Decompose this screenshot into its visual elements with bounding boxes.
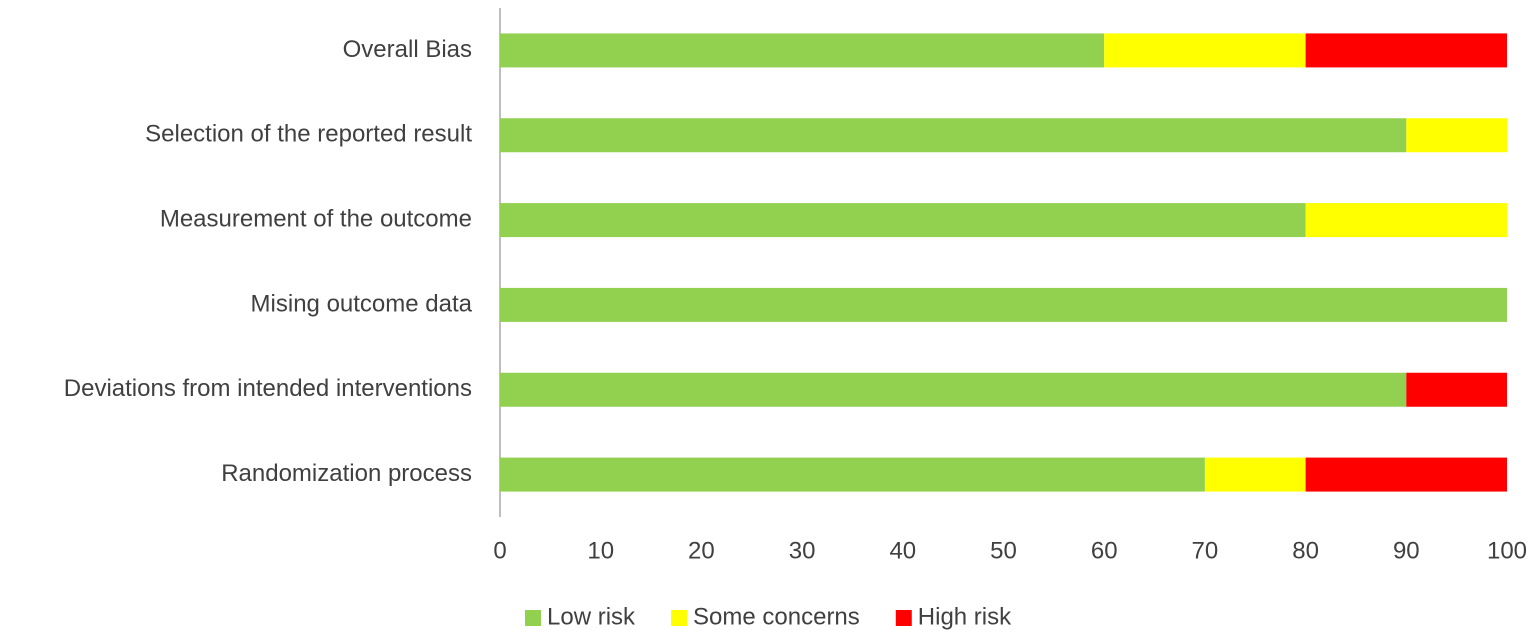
bar-segment (1104, 33, 1306, 68)
y-tick-label: Randomization process (221, 460, 472, 487)
legend-label: Some concerns (693, 603, 860, 630)
y-tick-label: Measurement of the outcome (160, 205, 472, 232)
bar-segment (1305, 457, 1507, 492)
y-tick-label: Overall Bias (343, 36, 472, 63)
legend-swatch (525, 610, 541, 626)
legend-label: Low risk (547, 603, 636, 630)
bar-segment (500, 118, 1407, 153)
x-tick-label: 100 (1487, 537, 1527, 564)
x-tick-label: 30 (789, 537, 816, 564)
bar-segment (500, 287, 1507, 322)
bar-segment (1406, 118, 1507, 153)
legend-swatch (895, 610, 912, 626)
legend-swatch (671, 610, 688, 626)
y-tick-label: Mising outcome data (251, 290, 473, 317)
bar-segment (1305, 33, 1507, 68)
x-tick-label: 20 (688, 537, 715, 564)
bar-segment (500, 33, 1105, 68)
x-tick-label: 80 (1292, 537, 1319, 564)
x-tick-label: 40 (889, 537, 916, 564)
bar-segment (500, 457, 1205, 492)
bar-segment (500, 203, 1306, 238)
x-tick-label: 90 (1393, 537, 1420, 564)
bar-segment (500, 372, 1407, 407)
bar-segment (1305, 203, 1507, 238)
x-tick-label: 0 (493, 537, 506, 564)
bar-segment (1406, 372, 1507, 407)
legend-label: High risk (918, 603, 1012, 630)
x-tick-label: 10 (587, 537, 614, 564)
y-tick-label: Deviations from intended interventions (64, 375, 472, 402)
y-tick-label: Selection of the reported result (145, 121, 472, 148)
x-tick-label: 60 (1091, 537, 1118, 564)
bar-segment (1204, 457, 1306, 492)
x-tick-label: 70 (1192, 537, 1219, 564)
x-tick-label: 50 (990, 537, 1017, 564)
